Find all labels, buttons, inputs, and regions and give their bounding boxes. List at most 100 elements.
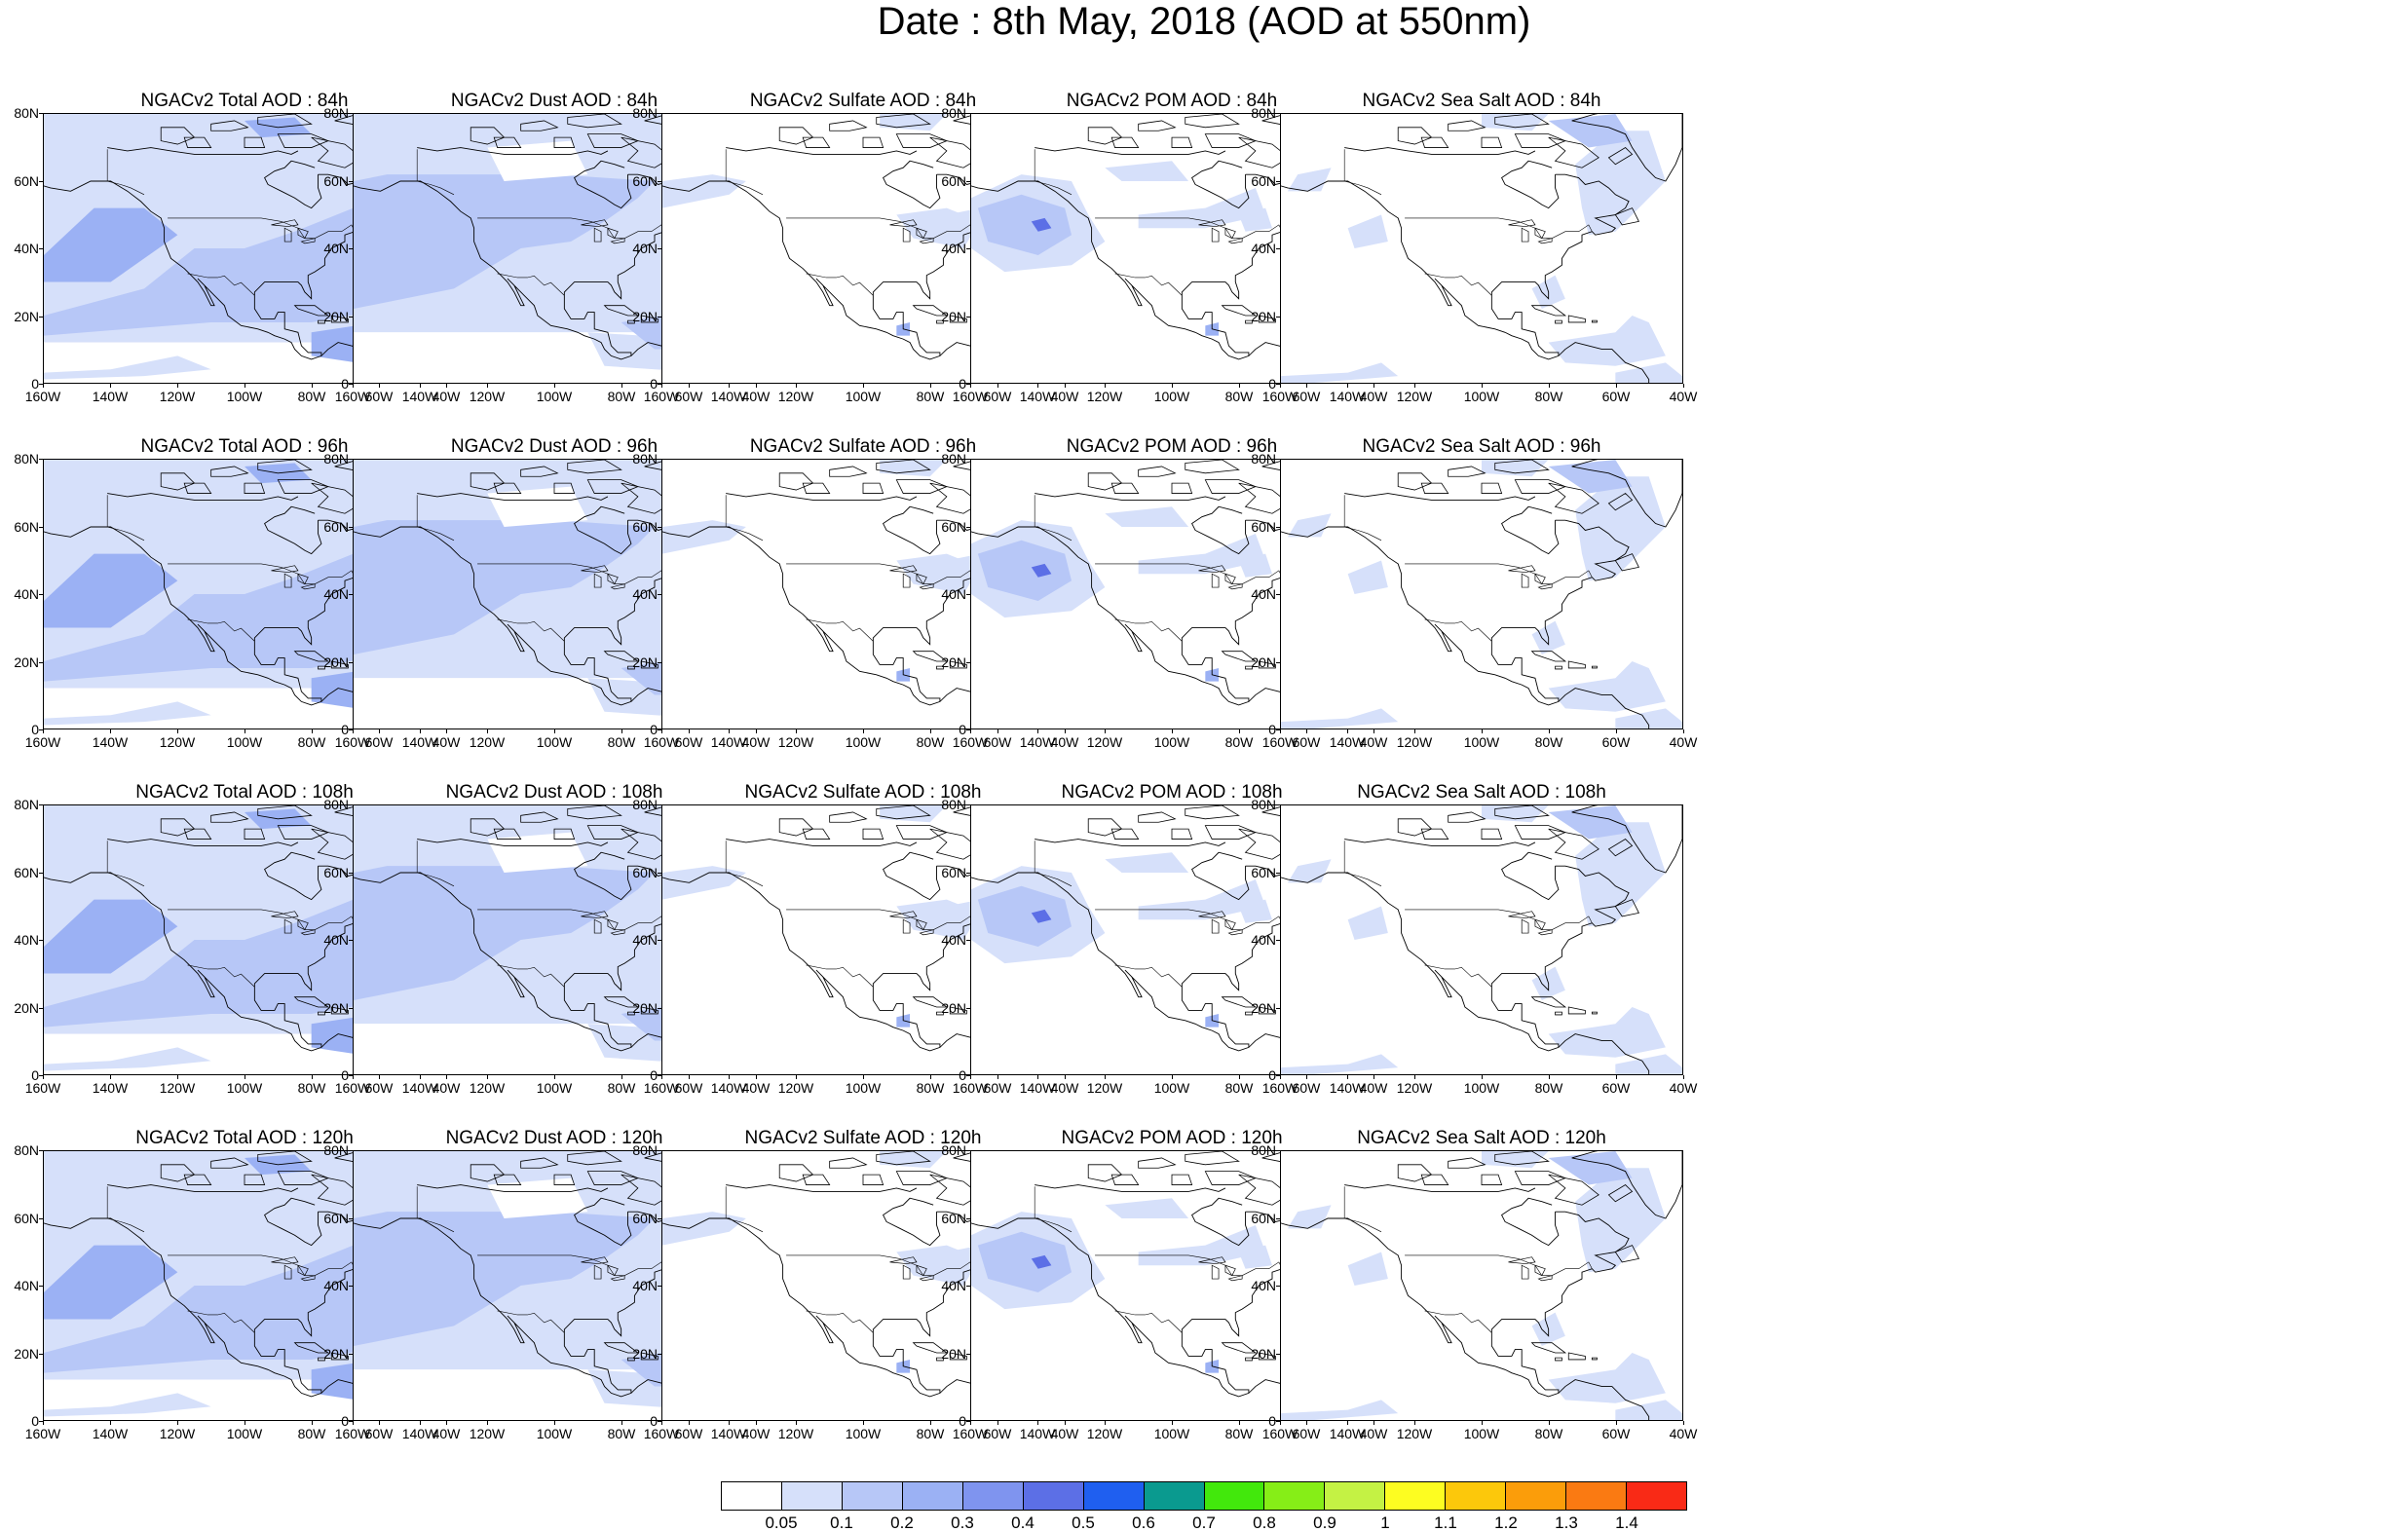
lon-tick-label: 80W [607,1080,636,1096]
lat-tick [349,1353,353,1355]
lon-tick-label: 140W [401,1426,438,1441]
island-outline [257,460,313,474]
lat-tick [658,1075,661,1076]
lon-tick-label: 80W [607,1426,636,1441]
colorbar-label: 0.1 [830,1513,853,1532]
coastline [574,1197,632,1247]
coastline [354,526,723,729]
country-border [1424,618,1492,642]
island-outline [621,136,672,168]
country-border [1343,841,1382,887]
island-outline [183,482,212,494]
lon-tick-label: 120W [1396,389,1433,404]
island-outline [627,665,635,670]
lon-tick-label: 160W [952,734,989,750]
aod-shading [1548,460,1633,494]
aod-shading [977,540,1072,601]
lon-tick [487,1075,488,1079]
lat-tick [966,594,970,595]
lon-tick [729,1421,730,1425]
colorbar-cell [1144,1482,1205,1510]
lat-tick-label: 60N [1251,172,1276,189]
lat-tick [39,459,43,460]
colorbar-cell [842,1482,903,1510]
panel-title: NGACv2 POM AOD : 120h [1061,1128,1283,1148]
lake-outline [919,1275,934,1282]
lon-tick-label: 60W [1292,734,1321,750]
lat-tick [39,1150,43,1151]
aod-shading [1347,906,1388,940]
lon-tick-label: 40W [1050,1080,1079,1096]
lat-tick [966,804,970,805]
lat-tick-label: 20N [1251,999,1276,1016]
lat-tick-label: 40N [1251,1278,1276,1293]
lat-tick-label: 40N [1251,932,1276,948]
island-outline [520,466,559,477]
island-outline [1567,660,1586,669]
lon-tick [379,729,380,733]
lat-tick [1276,113,1280,114]
coastline [1344,147,1536,155]
lon-tick-label: 160W [952,1080,989,1096]
island-outline [553,482,576,494]
panel-title: NGACv2 Sulfate AOD : 96h [749,436,977,457]
lon-tick-label: 100W [1153,1426,1190,1441]
island-outline [802,1174,831,1185]
coastline [574,851,632,901]
lon-tick [1037,384,1038,388]
island-outline [1238,482,1290,514]
island-outline [1591,665,1598,669]
island-outline [802,828,831,840]
lake-outline [1521,918,1529,934]
island-outline [912,305,949,317]
lon-tick-label: 40W [432,389,461,404]
lat-tick-label: 80N [1251,451,1276,467]
island-outline [912,1342,949,1354]
colorbar-label: 1 [1380,1513,1390,1532]
lat-tick [349,113,353,114]
island-outline [210,120,249,131]
country-border [806,273,874,296]
lat-tick [349,661,353,663]
aod-shading [44,553,178,628]
lon-tick-label: 160W [24,389,61,404]
lake-outline [1227,238,1243,244]
lat-tick-label: 80N [1251,105,1276,121]
lon-tick-label: 60W [364,734,394,750]
lat-tick-label: 20N [323,654,349,670]
island-outline [1245,1011,1253,1016]
lon-tick [1414,729,1415,733]
coastline [417,839,609,846]
island-outline [949,660,967,669]
aod-map [1281,805,1682,1074]
lon-tick [1065,729,1066,733]
lon-tick-label: 40W [1359,734,1388,750]
island-outline [1110,1174,1140,1185]
island-outline [1530,1342,1567,1354]
lake-outline [1198,565,1226,573]
lat-tick-label: 20N [1251,654,1276,670]
island-outline [1397,818,1433,837]
lat-tick [349,1150,353,1151]
lon-tick-label: 40W [741,389,771,404]
lon-tick [970,384,971,388]
lat-tick-label: 40N [14,586,39,602]
lat-tick [966,526,970,528]
lon-tick [353,729,354,733]
lon-tick [1482,729,1483,733]
lake-outline [902,227,911,243]
lon-tick [312,384,313,388]
lon-tick [1280,1421,1281,1425]
panel-title: NGACv2 Dust AOD : 84h [450,91,658,111]
lake-outline [1537,929,1553,936]
aod-shading [1238,207,1272,232]
lat-tick [966,661,970,663]
island-outline [1481,482,1503,494]
lake-outline [1521,573,1529,588]
island-outline [1171,482,1193,494]
coastline [44,526,413,729]
lon-tick-label: 160W [1261,1426,1298,1441]
island-outline [949,1006,967,1015]
lon-tick-label: 100W [536,734,573,750]
lat-tick-label: 60N [941,864,966,880]
